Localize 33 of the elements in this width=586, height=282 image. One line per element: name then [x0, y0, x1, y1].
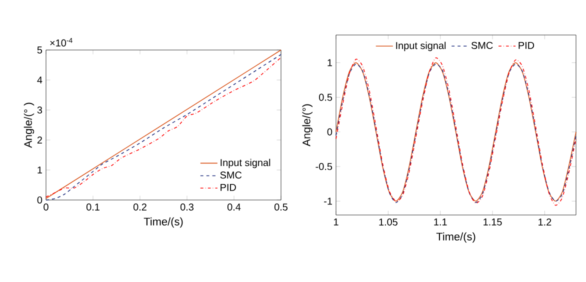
y-tick-label: 1 [38, 166, 42, 174]
legend-label: SMC [220, 172, 242, 179]
legend-label: SMC [471, 42, 493, 49]
y-tick-label: 4 [37, 76, 42, 84]
x-tick-label: 1.15 [484, 218, 502, 226]
y-axis-title: Angle/(° ) [24, 102, 34, 148]
y-tick-label: 2 [37, 136, 42, 144]
y-tick-label: 0 [327, 128, 332, 136]
x-tick-label: 0.1 [86, 204, 100, 211]
y-axis-title: Angle/(°) [302, 104, 312, 146]
legend-label: PID [518, 42, 534, 49]
y-tick-label: 0 [37, 196, 42, 204]
x-tick-label: 1.1 [434, 218, 447, 226]
x-tick-label: 1.05 [379, 218, 398, 226]
y-tick-label: 1 [328, 59, 332, 66]
x-axis-title: Time/(s) [144, 217, 183, 228]
text: ×10$^{-4}$ [50, 38, 72, 46]
legend-label: Input signal [396, 42, 446, 52]
y-tick-label: 3 [37, 106, 42, 114]
y-tick-label: 5 [37, 46, 42, 54]
y-tick-label: -1 [324, 198, 332, 205]
legend-label: PID [220, 184, 236, 191]
x-tick-label: 0 [44, 204, 48, 211]
x-tick-label: 1.2 [538, 218, 552, 226]
y-tick-label: 0.5 [319, 94, 332, 101]
x-tick-label: 0.2 [133, 204, 146, 211]
x-tick-label: 0.3 [180, 204, 194, 211]
legend-label: Input signal [220, 158, 270, 168]
x-tick-label: 0.4 [227, 204, 241, 211]
x-tick-label: 1 [334, 218, 338, 226]
y-tick-label: -0.5 [316, 163, 332, 170]
x-tick-label: 0.5 [274, 204, 288, 211]
x-axis-title: Time/(s) [436, 232, 476, 243]
